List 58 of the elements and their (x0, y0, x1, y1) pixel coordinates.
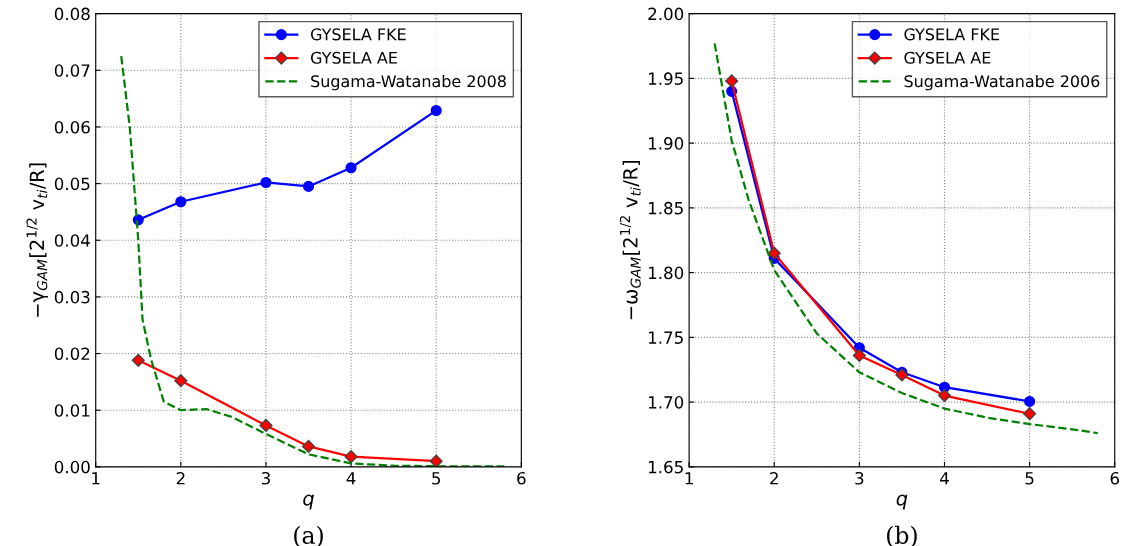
y-tick-label: 0.05 (54, 177, 90, 191)
x-tick-label: 1 (92, 472, 100, 485)
legend-label: Sugama-Watanabe 2006 (904, 74, 1100, 91)
x-tick-label: 3 (261, 471, 270, 485)
x-tick-label: 6 (517, 471, 526, 485)
y-tick-label: 2.00 (648, 7, 684, 21)
y-tick-label: 1.75 (648, 331, 683, 344)
line-series (713, 42, 1099, 435)
y-tick-label: 0.08 (54, 7, 90, 21)
point (430, 104, 442, 117)
y-tick-label: 1.70 (648, 396, 684, 409)
point (725, 74, 739, 88)
x-tick-label: 6 (1110, 471, 1119, 485)
legend-label: Sugama-Watanabe 2008 (311, 74, 506, 91)
y-tick-label: 0.01 (54, 404, 90, 417)
x-tick-label: 5 (1025, 472, 1034, 485)
y-tick-label: 0.02 (54, 347, 90, 361)
y-tick-label: 1.85 (648, 201, 683, 215)
point (345, 162, 357, 174)
legend-label: GYSELA FKE (904, 28, 1000, 41)
point (259, 418, 273, 433)
legend-label: GYSELA AE (904, 51, 991, 64)
y-tick-label: 0.03 (54, 290, 90, 304)
point (767, 246, 781, 260)
x-tick-label: 1 (685, 472, 693, 485)
point (174, 374, 188, 388)
point (429, 454, 443, 467)
x-tick-label: 2 (770, 471, 778, 485)
x-tick-label: 5 (432, 472, 441, 485)
y-axis-title: −γ$_{GAM}$[2$^{1/2}$ v$_{ti}$/R] (26, 163, 48, 317)
x-tick-label: 4 (940, 472, 949, 485)
point (1023, 407, 1037, 421)
legend-label: GYSELA AE (310, 51, 397, 64)
x-axis-title: q (303, 494, 314, 510)
point (895, 368, 909, 382)
x-tick-label: 4 (346, 472, 356, 485)
y-axis-title: −ω$_{GAM}$[2$^{1/2}$ v$_{ti}$/R] (619, 161, 641, 320)
legend-label: GYSELA FKE (310, 28, 406, 41)
point (301, 439, 316, 454)
point (260, 176, 272, 189)
point (937, 389, 952, 403)
x-tick-label: 3 (855, 471, 864, 485)
point (302, 180, 315, 192)
point (344, 450, 358, 464)
y-tick-label: 0.04 (54, 234, 90, 247)
y-tick-label: 1.65 (648, 460, 683, 474)
point (131, 353, 145, 367)
x-tick-label: 2 (176, 471, 185, 485)
point (1024, 395, 1036, 407)
x-axis-title: q (896, 494, 908, 510)
point (175, 196, 187, 208)
y-tick-label: 0.00 (54, 460, 90, 474)
y-tick-label: 1.90 (648, 137, 684, 150)
y-tick-label: 1.80 (648, 266, 684, 280)
y-tick-label: 0.06 (54, 120, 90, 134)
y-tick-label: 0.07 (54, 64, 90, 77)
point (852, 348, 866, 363)
y-tick-label: 1.95 (648, 72, 683, 85)
